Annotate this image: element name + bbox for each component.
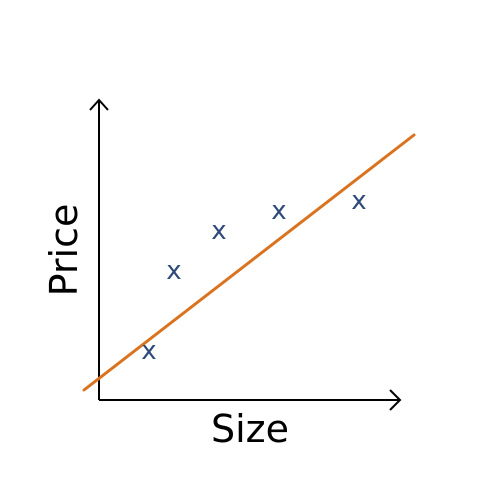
data-point: x	[351, 186, 366, 216]
y-axis-arrowhead	[89, 98, 109, 111]
data-point: x	[141, 336, 156, 366]
data-point: x	[166, 256, 181, 286]
x-axis-arrowhead	[389, 389, 402, 411]
x-axis-label: Size	[211, 407, 289, 451]
fit-line	[82, 133, 416, 392]
axes	[89, 98, 402, 411]
y-axis-label: Price	[42, 204, 86, 297]
data-point: x	[211, 216, 226, 246]
data-point: x	[271, 196, 286, 226]
